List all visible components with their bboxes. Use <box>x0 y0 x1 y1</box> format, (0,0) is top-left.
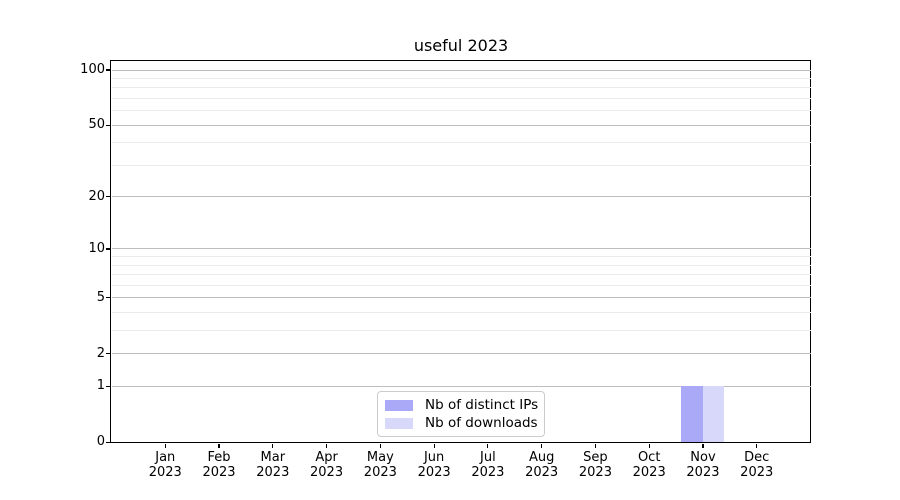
legend-entry-downloads: Nb of downloads <box>385 415 538 432</box>
y-minor-gridline <box>111 87 811 89</box>
y-tick-label: 2 <box>96 345 105 361</box>
y-tick-label: 5 <box>96 289 105 305</box>
x-tick-mark <box>379 443 381 448</box>
x-tick-mark <box>487 443 489 448</box>
x-tick-label-line: 2023 <box>578 465 612 481</box>
x-tick-mark <box>541 443 543 448</box>
y-minor-gridline <box>111 284 811 286</box>
y-tick-mark <box>106 248 111 250</box>
y-tick-mark <box>106 385 111 388</box>
x-tick-label-line: Apr <box>315 450 338 466</box>
x-tick-mark <box>164 443 166 448</box>
y-tick-label: 10 <box>88 240 105 256</box>
y-minor-gridline <box>111 312 811 314</box>
x-tick-label: Mar 2023 <box>241 450 305 480</box>
y-tick-label: 20 <box>88 188 105 204</box>
legend-entry-distinct-ips: Nb of distinct IPs <box>385 397 539 414</box>
x-tick-label: Apr 2023 <box>295 450 359 480</box>
plot-area <box>110 59 812 444</box>
y-major-gridline <box>111 297 811 299</box>
y-tick-mark <box>106 124 111 126</box>
y-minor-gridline <box>111 142 811 144</box>
bar-downloads <box>702 386 725 443</box>
x-tick-label: Jun 2023 <box>402 450 466 480</box>
y-minor-gridline <box>111 330 811 332</box>
y-tick-label: 50 <box>88 117 105 133</box>
x-tick-label-line: May <box>366 450 394 466</box>
x-tick-label-line: Oct <box>637 450 661 466</box>
x-tick-mark <box>594 443 596 448</box>
x-tick-mark <box>702 443 704 448</box>
x-tick-label: Sep 2023 <box>563 450 627 480</box>
x-tick-label: Oct 2023 <box>617 450 681 480</box>
x-tick-label-line: 2023 <box>148 465 182 481</box>
x-tick-label: Dec 2023 <box>725 450 789 480</box>
legend-label-downloads: Nb of downloads <box>425 415 538 431</box>
legend-swatch-downloads <box>385 418 413 429</box>
y-major-gridline <box>111 124 811 126</box>
x-tick-mark <box>325 443 328 448</box>
legend-label-distinct-ips: Nb of distinct IPs <box>425 397 539 413</box>
x-tick-label-line: 2023 <box>417 465 451 481</box>
x-tick-label-line: 2023 <box>471 465 505 481</box>
chart-title: useful 2023 <box>413 36 509 55</box>
x-tick-label-line: Jan <box>155 450 176 466</box>
x-tick-mark <box>218 443 220 448</box>
y-major-gridline <box>111 196 811 198</box>
x-tick-label: Jul 2023 <box>456 450 520 480</box>
x-tick-label-line: 2023 <box>256 465 290 481</box>
y-tick-label: 100 <box>80 62 105 78</box>
y-tick-label: 0 <box>96 434 105 450</box>
bar-distinct-ips <box>681 386 703 443</box>
y-tick-mark <box>106 69 111 71</box>
x-tick-label-line: 2023 <box>310 465 344 481</box>
x-tick-label-line: Mar <box>260 450 286 466</box>
x-tick-label-line: Aug <box>528 450 555 466</box>
x-tick-label-line: 2023 <box>632 465 666 481</box>
x-tick-mark <box>272 443 274 448</box>
y-minor-gridline <box>111 164 811 166</box>
x-tick-label-line: Nov <box>690 450 716 466</box>
x-tick-label-line: 2023 <box>363 465 397 481</box>
x-tick-label-line: 2023 <box>525 465 559 481</box>
y-minor-gridline <box>111 77 811 79</box>
y-minor-gridline <box>111 97 811 99</box>
x-tick-mark <box>756 443 758 448</box>
x-tick-label-line: 2023 <box>686 465 720 481</box>
x-tick-label-line: Jun <box>423 450 445 466</box>
x-tick-mark <box>433 443 435 448</box>
y-minor-gridline <box>111 264 811 266</box>
y-minor-gridline <box>111 274 811 276</box>
y-tick-mark <box>106 297 111 299</box>
legend-swatch-distinct-ips <box>385 400 413 411</box>
y-tick-mark <box>106 353 111 355</box>
legend: Nb of distinct IPs Nb of downloads <box>377 391 545 437</box>
y-tick-label: 1 <box>96 378 105 394</box>
x-tick-label-line: Dec <box>744 450 770 466</box>
x-tick-label-line: Feb <box>207 450 231 466</box>
y-major-gridline <box>111 69 811 71</box>
y-minor-gridline <box>111 110 811 112</box>
x-tick-label: Aug 2023 <box>510 450 574 480</box>
x-tick-label-line: Sep <box>583 450 608 466</box>
x-tick-mark <box>648 443 650 448</box>
y-major-gridline <box>111 385 811 387</box>
x-tick-label: Feb 2023 <box>187 450 251 480</box>
x-tick-label: Jan 2023 <box>133 450 197 480</box>
x-tick-label-line: Jul <box>480 450 496 466</box>
x-tick-label-line: 2023 <box>740 465 774 481</box>
x-tick-label: May 2023 <box>348 450 412 480</box>
x-tick-label-line: 2023 <box>202 465 236 481</box>
y-major-gridline <box>111 353 811 355</box>
y-minor-gridline <box>111 256 811 258</box>
y-major-gridline <box>111 248 811 250</box>
x-tick-label: Nov 2023 <box>671 450 735 480</box>
y-tick-mark <box>106 441 111 443</box>
y-tick-mark <box>106 196 111 198</box>
